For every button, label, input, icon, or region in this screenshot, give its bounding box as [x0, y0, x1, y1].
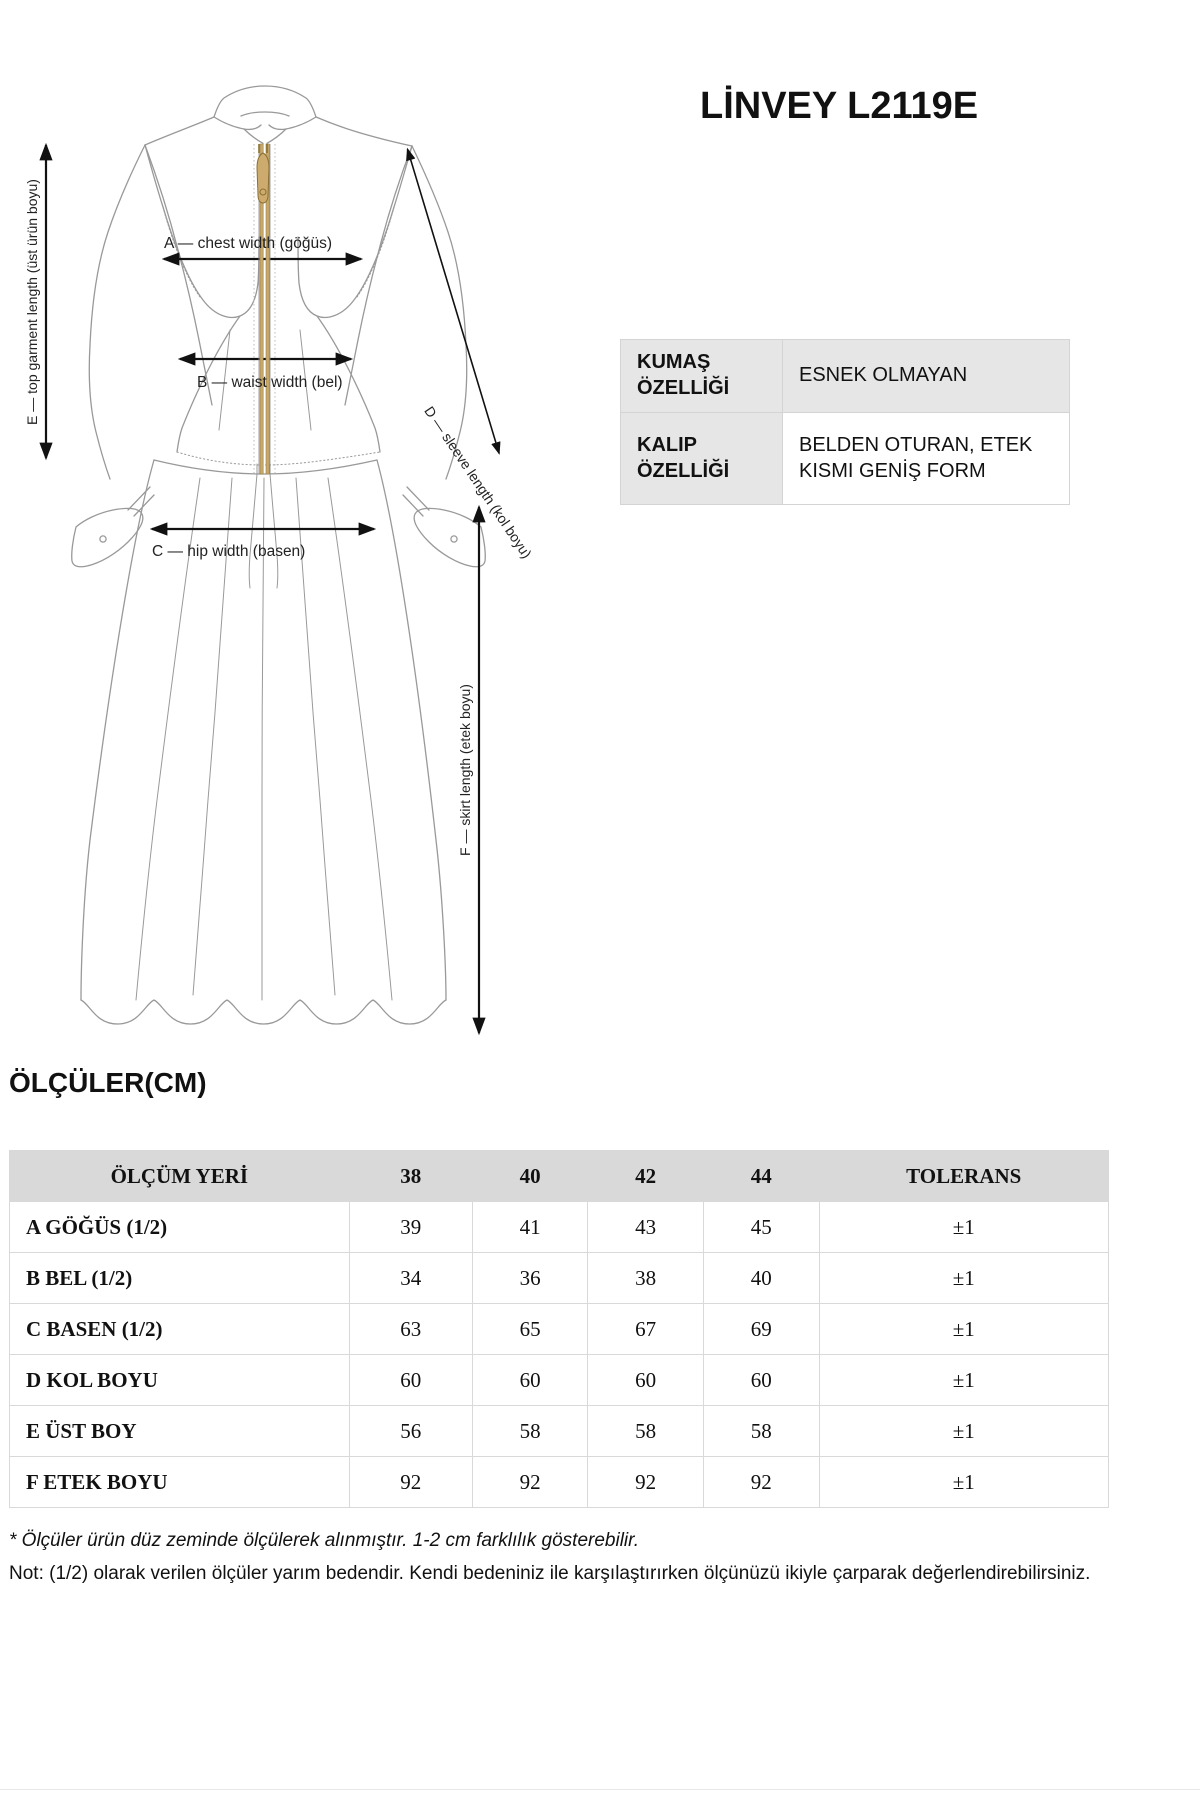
svg-text:F — skirt length (etek boyu): F — skirt length (etek boyu) — [457, 684, 473, 856]
svg-text:E — top garment length (üst ür: E — top garment length (üst ürün boyu) — [24, 179, 40, 425]
svg-text:B — waist width (bel): B — waist width (bel) — [197, 374, 343, 391]
svg-text:A — chest width (göğüs): A — chest width (göğüs) — [164, 235, 332, 252]
svg-text:C — hip width (basen): C — hip width (basen) — [152, 543, 305, 560]
